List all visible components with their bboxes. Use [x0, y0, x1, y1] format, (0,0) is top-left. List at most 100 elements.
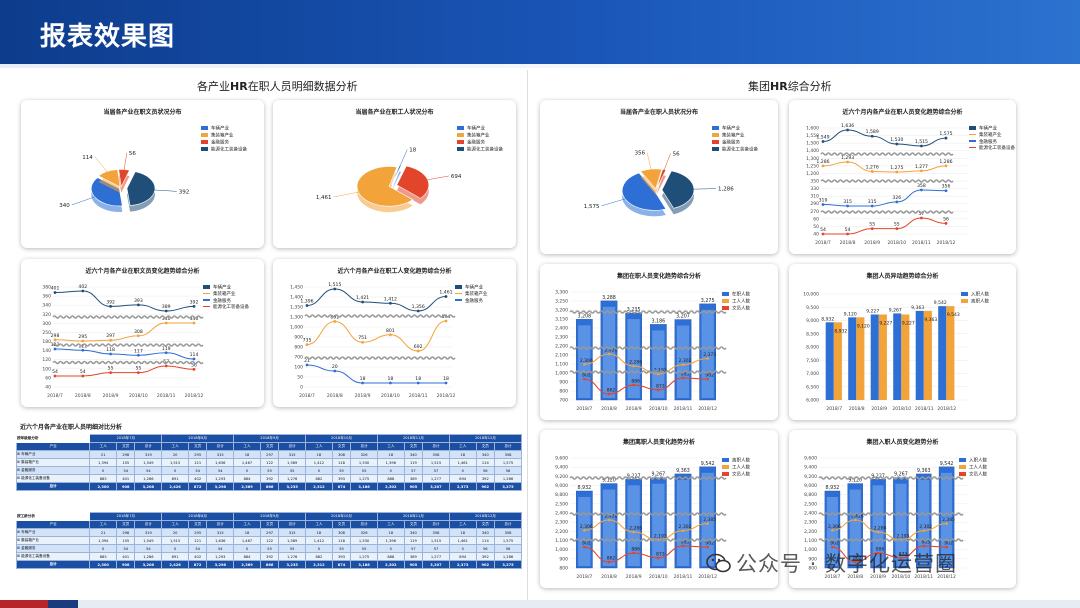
wechat-icon	[706, 553, 731, 573]
data-point	[632, 551, 635, 555]
data-label: 905	[681, 372, 690, 378]
table-cell: 1,549	[134, 458, 163, 467]
total-cell: 3,235	[278, 560, 307, 569]
data-point	[53, 338, 57, 342]
data-point	[821, 140, 825, 143]
table-cell: 1,412	[305, 536, 333, 545]
y-tick-label: 3,300	[555, 290, 568, 296]
month-header: 2018年7月	[89, 434, 163, 443]
table-cell: 885	[89, 552, 118, 561]
data-label: 862	[607, 388, 616, 394]
bar-value-label: 9,120	[857, 323, 870, 329]
chart-legend: 车辆产业 集装箱产业 金融服务 能源化工装备设备	[712, 126, 758, 154]
column-header: 文员	[259, 442, 280, 451]
bar-inner	[602, 489, 616, 566]
data-point	[53, 291, 57, 294]
bar	[870, 314, 879, 400]
table-cell: 121	[187, 536, 208, 545]
line-chart: 380 360 340 320 300 250 180 140 120 100 60 40 2018/7…	[42, 284, 204, 399]
column-header: 总计	[350, 520, 378, 529]
data-point	[583, 363, 586, 366]
x-tick-label: 2018/9	[355, 393, 371, 399]
data-point	[657, 556, 660, 560]
bar-value-label: 9,120	[848, 478, 862, 484]
data-label: 801	[386, 328, 395, 334]
data-point	[53, 347, 57, 351]
table-cell: 891	[161, 474, 189, 483]
total-cell: 2,302	[376, 482, 405, 491]
x-tick-label: 2018/10	[649, 406, 668, 412]
bar-inner	[895, 483, 907, 566]
data-point	[821, 203, 825, 206]
table-cell: 1,394	[89, 458, 118, 467]
table-cell: 119	[403, 458, 424, 467]
pie-slice-depth	[391, 171, 401, 191]
y-tick-label: 3,150	[555, 317, 568, 323]
table-cell: 0	[233, 544, 261, 553]
data-label: 57	[918, 211, 924, 217]
table-cell: 1,286	[494, 552, 522, 561]
data-label: 2,385	[703, 517, 716, 523]
data-label: 1,276	[866, 164, 879, 170]
row-name: ⊞ 集装箱产业	[15, 458, 91, 467]
table-cell: 18	[233, 528, 261, 537]
legend-label: 入职人数	[971, 292, 989, 298]
data-point	[681, 544, 685, 548]
y-tick-label: 6,000	[806, 398, 819, 404]
data-label: 2,302	[679, 524, 692, 530]
bar-value-label: 9,267	[651, 472, 665, 478]
y-tick-label: 9,000	[804, 483, 817, 489]
y-tick-label: 9,400	[555, 465, 568, 471]
y-tick-label: 1,350	[290, 305, 303, 311]
month-header: 2018年7月	[89, 512, 163, 521]
y-tick-label: 800	[808, 566, 817, 572]
table-cell: 0	[89, 466, 118, 475]
series-line	[55, 365, 195, 377]
pie-value-label: 56	[129, 151, 136, 157]
table-cell: 1,277	[422, 474, 450, 483]
column-header: 文员	[187, 520, 208, 529]
data-label: 2,306	[580, 524, 593, 530]
data-point	[164, 321, 168, 325]
table-cell: 18	[448, 528, 477, 537]
table-cell: 1,636	[206, 458, 235, 467]
chart-title: 近六个月各产业在职工人变化趋势综合分析	[337, 268, 452, 275]
x-tick-label: 2018/12	[937, 240, 956, 246]
legend-label: 车辆产业	[467, 126, 485, 132]
data-point	[895, 200, 899, 204]
data-point	[109, 352, 112, 356]
data-label: 2,286	[874, 526, 887, 532]
y-tick-label: 9,600	[555, 456, 568, 462]
table-cell: 57	[422, 466, 450, 475]
chart-card-group-leave: 集团离职人员变化趋势分析 9,600 9,400 9,200 9,000 8,800 2,…	[540, 430, 778, 588]
chart-legend: 车辆产业 集装箱产业 金融服务 能源化工装备设备	[457, 126, 503, 154]
axis-break	[304, 314, 456, 318]
x-tick-label: 2018/11	[912, 240, 931, 246]
table-cell: 56	[494, 544, 522, 553]
bar-value-label: 8,932	[834, 328, 847, 334]
detail-table-level: 按年级级分析 2018年7月 2018年8月 2018年9月 2018年10月 2018年…	[15, 434, 523, 491]
data-label: 57	[163, 359, 169, 365]
table-cell: 21	[89, 450, 118, 459]
total-cell: 874	[331, 482, 352, 491]
legend-label: 文员人数	[732, 472, 750, 478]
total-cell: 3,207	[422, 560, 450, 569]
axis-break	[569, 310, 727, 314]
table-cell: 1,412	[305, 458, 333, 467]
table-cell: 326	[350, 450, 378, 459]
table-cell: 1,515	[161, 458, 189, 467]
x-tick-label: 2018/9	[626, 406, 642, 412]
y-tick-label: 2,400	[555, 511, 568, 517]
data-point	[137, 371, 140, 375]
data-label: 393	[134, 298, 143, 304]
y-tick-label: 9,000	[555, 483, 568, 489]
legend-label: 离职人数	[732, 458, 750, 464]
bar	[946, 306, 955, 400]
y-tick-label: 900	[559, 556, 568, 562]
data-point	[109, 304, 112, 308]
y-tick-label: 2,200	[555, 529, 568, 535]
table-row: ⊞ 能源化工装备设备 885 401 1,286 891 402 1,293 884 392 1,…	[15, 552, 522, 561]
row-name: ⊞ 车辆产业	[15, 450, 91, 459]
table-cell: 1,275	[350, 474, 378, 483]
data-point	[846, 128, 849, 132]
